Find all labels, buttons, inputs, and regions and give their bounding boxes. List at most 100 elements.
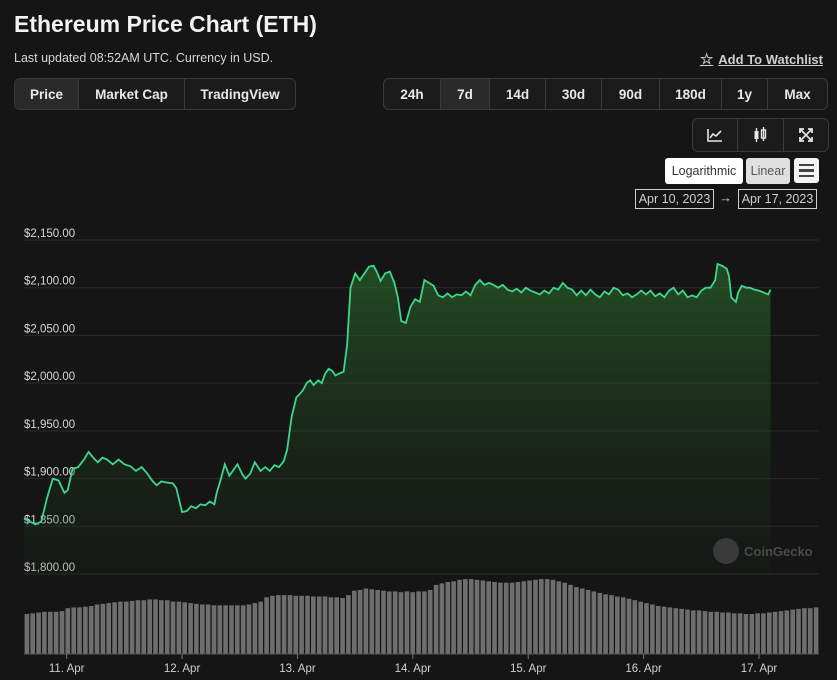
volume-bar [322,596,328,654]
volume-bar [708,611,714,654]
volume-bar [88,606,94,654]
volume-bar [556,581,562,655]
volume-bar [743,614,749,654]
volume-bar [328,597,334,654]
star-icon: ☆ [699,51,714,68]
volume-bar [316,596,322,654]
volume-bar [59,611,65,654]
volume-bar [731,613,737,654]
volume-bar [761,613,766,654]
range-90d[interactable]: 90d [602,79,660,109]
volume-bar [433,584,439,654]
range-14d[interactable]: 14d [490,79,546,109]
volume-bar [159,600,164,654]
volume-bar [141,600,147,654]
volume-bar [281,595,287,654]
price-area [24,263,771,574]
add-to-watchlist-link[interactable]: ☆ Add To Watchlist [700,50,823,68]
volume-bar [404,591,410,654]
volume-bar [65,608,71,654]
y-tick-label: $1,900.00 [24,467,75,479]
range-1y[interactable]: 1y [722,79,768,109]
volume-bar [188,603,193,654]
volume-bar [749,614,755,654]
volume-bar [217,605,223,654]
volume-bar [246,604,252,654]
volume-bar [498,582,503,654]
volume-bar [778,611,784,654]
tab-tradingview[interactable]: TradingView [200,86,280,102]
volume-bar [468,579,474,654]
volume-bar [276,595,281,654]
tab-market-cap[interactable]: Market Cap [79,79,185,109]
volume-bar [135,600,141,654]
volume-bar [235,605,240,654]
volume-bar [42,611,47,654]
volume-bar [94,604,100,654]
range-tabs: 24h 7d 14d 30d 90d 180d 1y Max [383,78,828,110]
volume-bar [147,599,152,654]
volume-bar [702,611,708,654]
volume-bar [474,579,480,654]
candlestick-button[interactable] [738,119,784,151]
linear-button[interactable]: Linear [746,158,790,184]
volume-bar [667,607,673,654]
range-30d[interactable]: 30d [546,79,602,109]
line-chart-button[interactable] [693,119,739,151]
x-tick-label: 11. Apr [49,663,85,675]
volume-bar [36,612,41,654]
volume-bar [445,582,451,654]
volume-bar [200,604,205,654]
volume-bar [30,613,35,654]
x-tick-label: 15. Apr [510,663,547,675]
volume-bar [579,588,585,654]
volume-bar [492,582,497,654]
volume-bar [620,597,626,654]
volume-bar [229,605,234,654]
volume-bar [638,601,643,654]
fullscreen-button[interactable] [784,119,828,151]
volume-bar [392,591,398,654]
date-to-input[interactable]: Apr 17, 2023 [738,189,817,209]
date-arrow: → [719,190,732,205]
volume-bar [568,584,573,654]
volume-bar [615,596,620,654]
x-tick-label: 17. Apr [741,663,778,675]
volume-bar [118,601,123,654]
volume-bar [807,608,813,654]
volume-bar [784,610,790,654]
range-7d[interactable]: 7d [441,79,490,109]
price-line [23,262,772,526]
x-tick-label: 12. Apr [164,663,201,675]
chart-menu-button[interactable] [794,158,819,183]
volume-bar [124,601,129,654]
volume-bar [515,582,521,654]
volume-bar [457,579,462,654]
range-max[interactable]: Max [784,86,811,102]
volume-bar [375,590,380,654]
volume-bar [772,611,778,654]
volume-bar [720,612,725,654]
volume-bar [591,591,597,654]
volume-bar [77,607,82,654]
volume-bar [451,581,456,655]
volume-bar [357,590,363,654]
volume-bar [240,605,246,654]
volume-bar [398,592,404,654]
y-tick-label: $2,000.00 [24,371,75,383]
volume-bar [24,614,30,654]
volume-bar [737,613,743,654]
range-180d[interactable]: 180d [660,79,722,109]
volume-bar [369,589,375,654]
volume-bar [585,590,591,654]
tab-price[interactable]: Price [15,79,79,109]
volume-bar [83,606,88,654]
volume-bar [129,600,135,654]
volume-bar [603,594,608,654]
volume-bar [299,595,304,654]
date-from-input[interactable]: Apr 10, 2023 [635,189,714,209]
volume-bar [696,610,702,654]
logarithmic-button[interactable]: Logarithmic [665,158,743,184]
range-24h[interactable]: 24h [384,79,441,109]
